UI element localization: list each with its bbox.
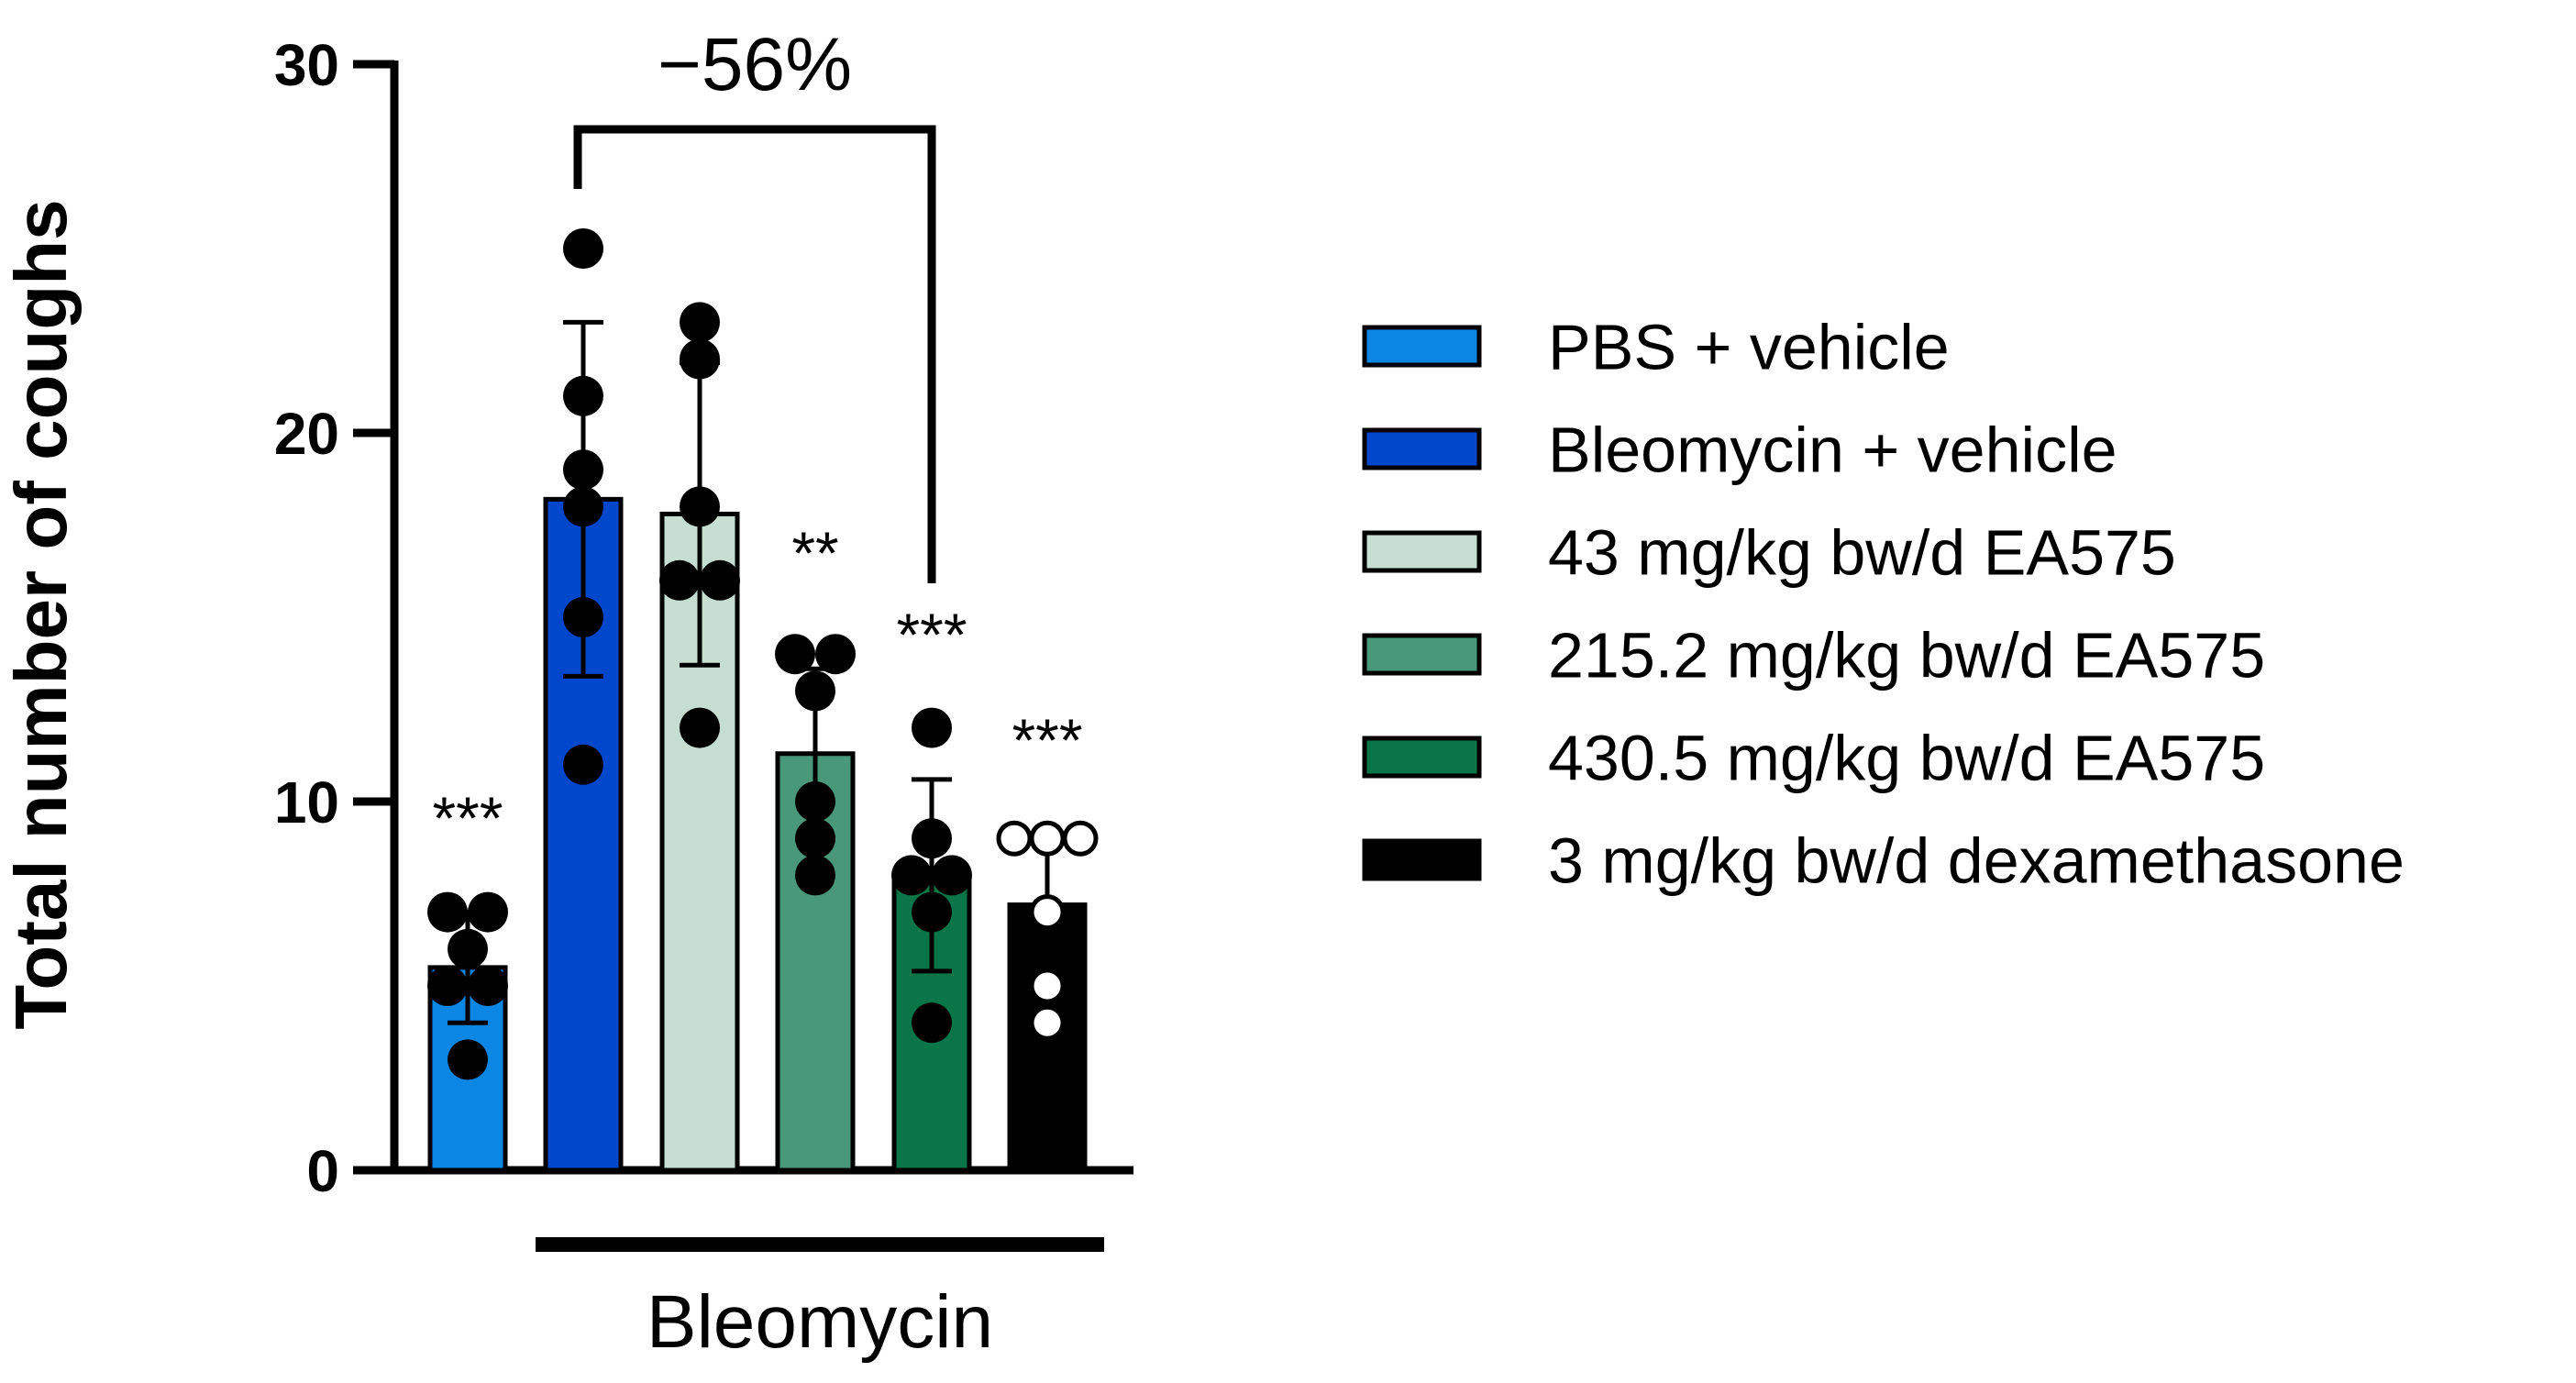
- legend-label-5: 430.5 mg/kg bw/d EA575: [1548, 723, 2265, 794]
- data-point-6-6: [1029, 1004, 1066, 1041]
- data-point-6-3: [1062, 820, 1099, 857]
- legend-label-2: Bleomycin + vehicle: [1548, 415, 2117, 486]
- legend-label-6: 3 mg/kg bw/d dexamethasone: [1548, 825, 2405, 897]
- legend-swatch-3: [1362, 530, 1482, 573]
- data-point-1-1: [427, 891, 468, 933]
- points-layer: [427, 228, 1099, 1080]
- data-point-6-2: [1029, 820, 1066, 857]
- data-point-6-4: [1029, 894, 1066, 931]
- y-axis-label: Total number of coughs: [0, 199, 82, 1029]
- y-tick-label-30: 30: [274, 32, 339, 98]
- group-label: Bleomycin: [647, 1280, 993, 1364]
- y-tick-label-20: 20: [274, 401, 339, 467]
- data-point-4-5: [795, 818, 835, 859]
- error-bars-layer: [448, 319, 1067, 1025]
- y-tick-label-10: 10: [274, 769, 339, 835]
- data-point-2-3: [563, 449, 603, 491]
- data-point-3-6: [680, 707, 720, 748]
- data-point-2-5: [563, 597, 603, 637]
- significance-4: **: [791, 519, 838, 587]
- data-point-4-1: [775, 634, 815, 675]
- legend-label-3: 43 mg/kg bw/d EA575: [1548, 517, 2176, 589]
- data-point-4-3: [795, 670, 835, 712]
- data-point-5-2: [912, 818, 952, 859]
- data-point-5-6: [912, 1002, 952, 1044]
- data-point-2-2: [563, 375, 603, 416]
- legend-swatch-5: [1362, 736, 1482, 779]
- data-point-5-1: [912, 707, 952, 748]
- data-point-5-5: [912, 891, 952, 933]
- data-point-6-1: [996, 820, 1033, 857]
- y-tick-label-0: 0: [306, 1138, 339, 1204]
- significance-layer: ***********: [432, 519, 1082, 852]
- bracket-label: −56%: [658, 23, 852, 106]
- data-point-1-2: [468, 891, 508, 933]
- axes: 30 20 10 0: [274, 32, 1133, 1204]
- significance-6: ***: [1012, 706, 1082, 774]
- data-point-4-2: [815, 634, 856, 675]
- data-point-3-3: [680, 486, 720, 527]
- data-point-2-1: [563, 228, 603, 269]
- data-point-2-4: [563, 486, 603, 527]
- data-point-6-5: [1029, 968, 1066, 1004]
- data-point-4-6: [795, 855, 835, 896]
- data-point-3-4: [659, 559, 700, 601]
- legend-label-4: 215.2 mg/kg bw/d EA575: [1548, 620, 2265, 692]
- comparison-bracket: [573, 125, 936, 583]
- significance-1: ***: [432, 784, 503, 852]
- data-point-1-5: [468, 966, 508, 1006]
- legend-label-1: PBS + vehicle: [1548, 312, 1950, 383]
- data-point-5-4: [932, 855, 972, 896]
- legend-swatch-6: [1362, 838, 1482, 881]
- data-point-3-5: [700, 559, 740, 601]
- data-point-1-3: [448, 928, 488, 969]
- data-point-5-3: [891, 855, 932, 896]
- legend-swatch-4: [1362, 633, 1482, 676]
- legend: PBS + vehicle Bleomycin + vehicle 43 mg/kg…: [1362, 312, 2405, 897]
- legend-swatch-2: [1362, 427, 1482, 470]
- data-point-3-2: [680, 338, 720, 380]
- data-point-1-4: [427, 966, 468, 1006]
- significance-5: ***: [896, 601, 967, 669]
- data-point-1-6: [448, 1039, 488, 1080]
- legend-swatch-1: [1362, 325, 1482, 368]
- data-point-4-4: [795, 781, 835, 822]
- data-point-2-6: [563, 744, 603, 785]
- bars-layer: [427, 496, 1088, 1173]
- data-point-3-1: [680, 302, 720, 343]
